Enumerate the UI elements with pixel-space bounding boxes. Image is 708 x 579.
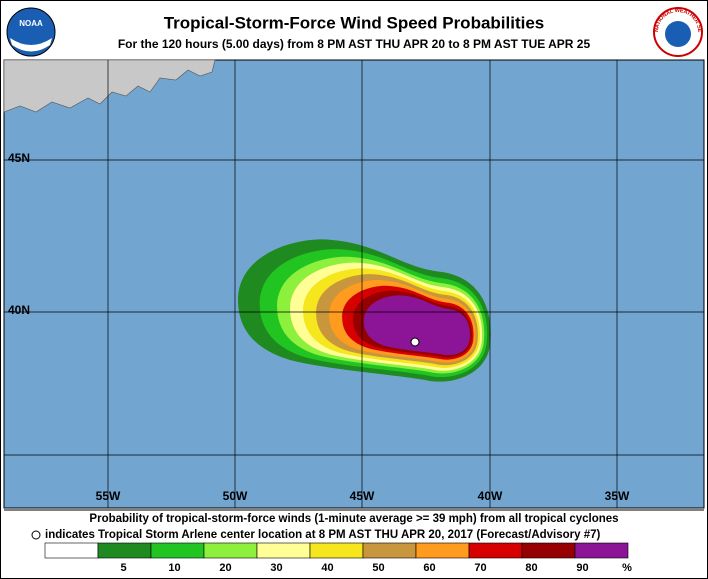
- legend-label: 50: [372, 562, 384, 574]
- legend-swatch: [574, 542, 629, 559]
- legend-swatch: [309, 542, 364, 559]
- legend-unit: %: [622, 562, 632, 574]
- legend-swatch: [468, 542, 523, 559]
- storm-center: [410, 337, 420, 347]
- probability-contours: [238, 239, 491, 382]
- lon-label: 45W: [350, 489, 375, 503]
- legend-label: 30: [270, 562, 282, 574]
- legend-swatch: [203, 542, 258, 559]
- legend-swatch: [362, 542, 417, 559]
- lat-label: 45N: [8, 151, 30, 165]
- legend-label: 5: [120, 562, 126, 574]
- land: [3, 59, 216, 113]
- legend-swatch: [415, 542, 470, 559]
- footer-line2: indicates Tropical Storm Arlene center l…: [45, 529, 601, 541]
- legend-label: 10: [168, 562, 180, 574]
- legend-label: 70: [474, 562, 486, 574]
- noaa-text: NOAA: [19, 19, 43, 28]
- contour: [363, 295, 471, 356]
- nws-logo-inner: [665, 21, 691, 47]
- legend-swatch: [44, 542, 99, 559]
- legend-swatch: [256, 542, 311, 559]
- legend-swatch: [150, 542, 205, 559]
- graticule: [4, 60, 704, 508]
- legend: 5 10 20 30 40 50 60 70 80 90%: [44, 542, 632, 574]
- subtitle: For the 120 hours (5.00 days) from 8 PM …: [118, 37, 591, 51]
- lon-label: 50W: [223, 489, 248, 503]
- legend-swatch: [521, 542, 576, 559]
- center-symbol: [31, 530, 41, 540]
- legend-swatch: [97, 542, 152, 559]
- legend-label: 80: [525, 562, 537, 574]
- legend-label: 60: [423, 562, 435, 574]
- legend-label: 40: [321, 562, 333, 574]
- lat-label: 40N: [8, 303, 30, 317]
- legend-label: 90: [576, 562, 588, 574]
- lon-label: 35W: [605, 489, 630, 503]
- lon-labels: 55W 50W 45W 40W 35W: [96, 489, 630, 503]
- lon-label: 40W: [478, 489, 503, 503]
- footer-line1: Probability of tropical-storm-force wind…: [89, 513, 618, 525]
- noaa-wave: [10, 38, 52, 52]
- lon-label: 55W: [96, 489, 121, 503]
- legend-label: 20: [219, 562, 231, 574]
- title: Tropical-Storm-Force Wind Speed Probabil…: [164, 13, 545, 32]
